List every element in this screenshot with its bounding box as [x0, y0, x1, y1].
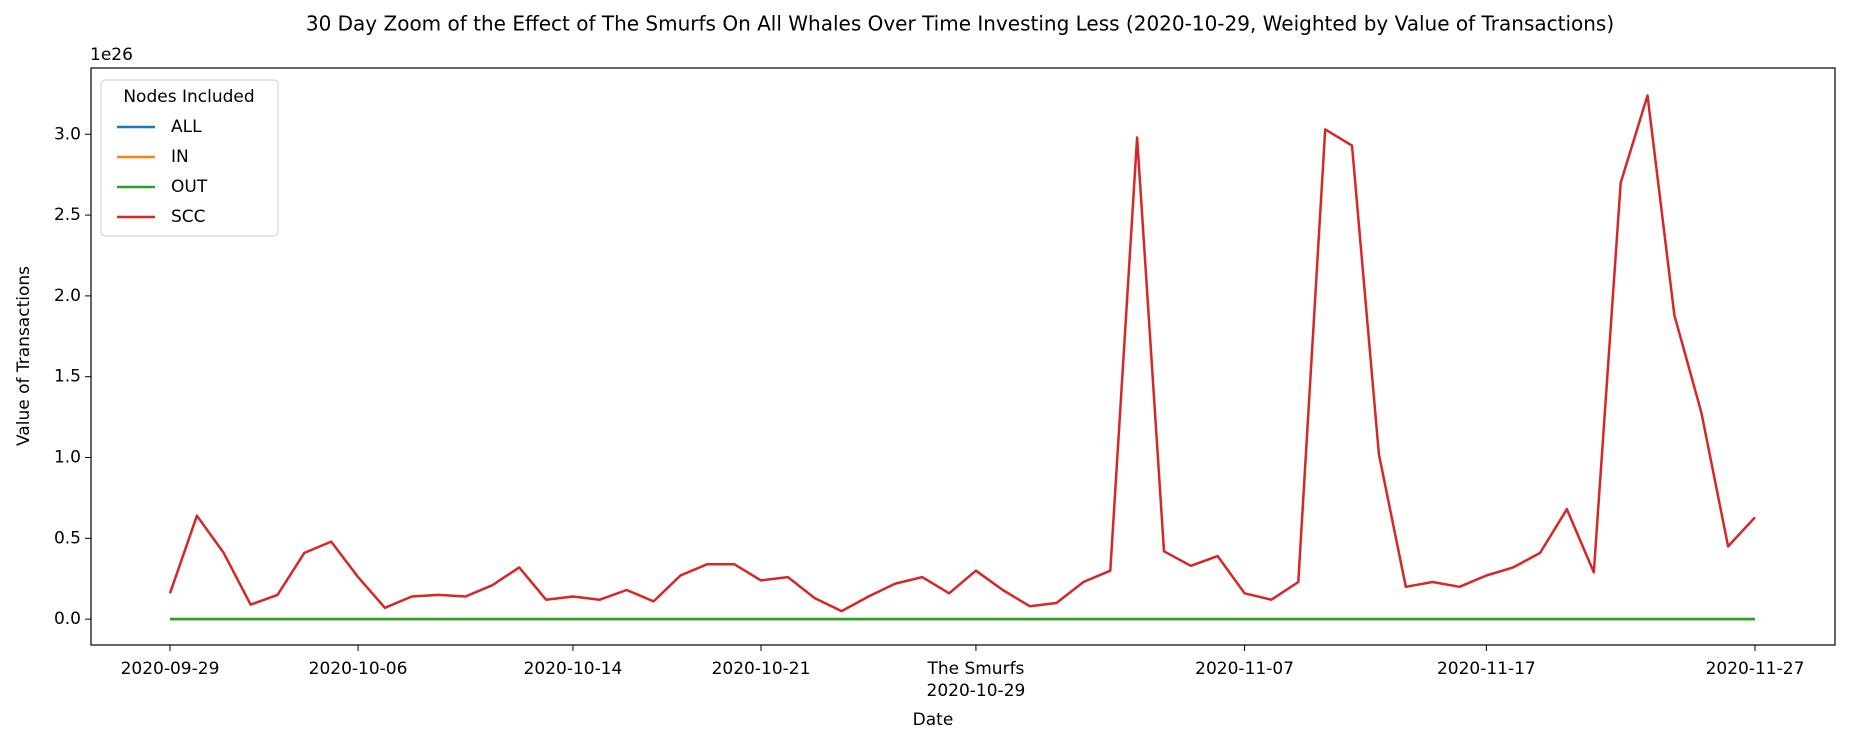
- legend-label: SCC: [171, 207, 206, 227]
- chart-title: 30 Day Zoom of the Effect of The Smurfs …: [306, 12, 1614, 36]
- y-tick-label: 1.5: [54, 367, 81, 387]
- x-tick-label: 2020-09-29: [121, 659, 220, 679]
- x-tick-label: 2020-10-06: [309, 659, 408, 679]
- y-tick-label: 0.0: [54, 609, 81, 629]
- y-axis-label: Value of Transactions: [14, 266, 34, 446]
- x-axis-label: Date: [913, 710, 954, 730]
- legend-label: IN: [171, 147, 189, 167]
- x-tick-label: 2020-10-14: [524, 659, 623, 679]
- legend-box: [100, 79, 279, 237]
- x-tick-label: 2020-11-07: [1195, 659, 1294, 679]
- x-tick-label: 2020-11-17: [1437, 659, 1536, 679]
- y-tick-label: 2.5: [54, 205, 81, 225]
- annotation: The Smurfs: [926, 659, 1024, 679]
- x-tick-label: 2020-10-29: [927, 681, 1026, 701]
- plot-frame: [90, 67, 1836, 646]
- legend-title: Nodes Included: [123, 87, 254, 107]
- y-tick-label: 0.5: [54, 528, 81, 548]
- legend-label: ALL: [171, 117, 202, 137]
- y-tick-label: 2.0: [54, 286, 81, 306]
- legend-label: OUT: [171, 177, 208, 197]
- y-offset-label: 1e26: [90, 45, 133, 65]
- series-line: [168, 94, 1756, 613]
- y-tick-label: 1.0: [54, 448, 81, 468]
- y-tick-label: 3.0: [54, 124, 81, 144]
- x-tick-label: 2020-10-21: [712, 659, 811, 679]
- x-tick-label: 2020-11-27: [1706, 659, 1805, 679]
